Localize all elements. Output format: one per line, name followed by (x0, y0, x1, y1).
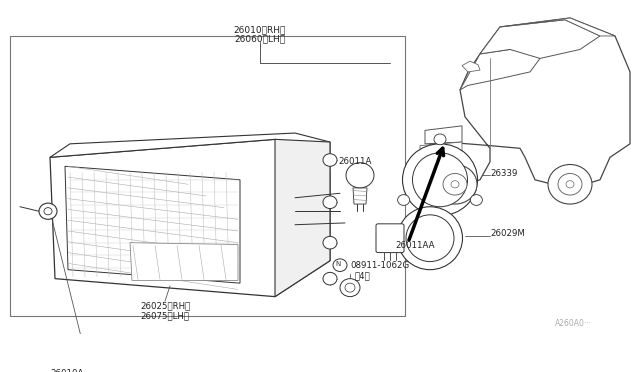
Polygon shape (65, 166, 240, 283)
Ellipse shape (406, 215, 454, 262)
Circle shape (345, 283, 355, 292)
Circle shape (443, 173, 467, 195)
Ellipse shape (434, 134, 446, 145)
Text: N: N (335, 261, 340, 267)
Polygon shape (425, 126, 462, 144)
Ellipse shape (397, 195, 410, 205)
Polygon shape (500, 18, 615, 36)
Circle shape (323, 237, 337, 249)
Text: 26029M: 26029M (490, 229, 525, 238)
Circle shape (333, 259, 347, 272)
Circle shape (44, 208, 52, 215)
Text: 26060（LH）: 26060（LH） (234, 34, 285, 43)
Text: 26011AA: 26011AA (395, 241, 435, 250)
Polygon shape (460, 49, 540, 90)
Circle shape (558, 173, 582, 195)
Circle shape (451, 181, 459, 188)
Circle shape (323, 154, 337, 166)
Text: 26339: 26339 (490, 169, 517, 178)
Polygon shape (420, 18, 630, 189)
Text: 26011A: 26011A (339, 157, 372, 166)
Text: 08911-1062G: 08911-1062G (350, 261, 409, 270)
Circle shape (346, 163, 374, 188)
Circle shape (323, 272, 337, 285)
Polygon shape (50, 133, 330, 175)
Polygon shape (275, 140, 330, 296)
Text: 26010（RH）: 26010（RH） (234, 25, 286, 34)
Ellipse shape (403, 144, 477, 216)
Ellipse shape (470, 195, 483, 205)
Polygon shape (420, 142, 462, 160)
Text: 26075（LH）: 26075（LH） (140, 311, 189, 320)
Circle shape (566, 181, 574, 188)
Polygon shape (10, 36, 405, 317)
Polygon shape (130, 243, 238, 280)
Text: 26010A: 26010A (50, 369, 83, 372)
Text: A260A0···: A260A0··· (555, 319, 592, 328)
Polygon shape (462, 61, 480, 72)
FancyBboxPatch shape (376, 224, 404, 253)
Circle shape (548, 164, 592, 204)
Polygon shape (50, 140, 330, 296)
Ellipse shape (397, 207, 463, 270)
Polygon shape (480, 20, 600, 58)
Circle shape (39, 203, 57, 219)
Circle shape (433, 164, 477, 204)
Text: （4）: （4） (355, 272, 371, 280)
Ellipse shape (413, 153, 467, 207)
Circle shape (340, 279, 360, 296)
Polygon shape (353, 188, 367, 204)
Circle shape (323, 196, 337, 209)
Text: 26025（RH）: 26025（RH） (140, 301, 190, 310)
